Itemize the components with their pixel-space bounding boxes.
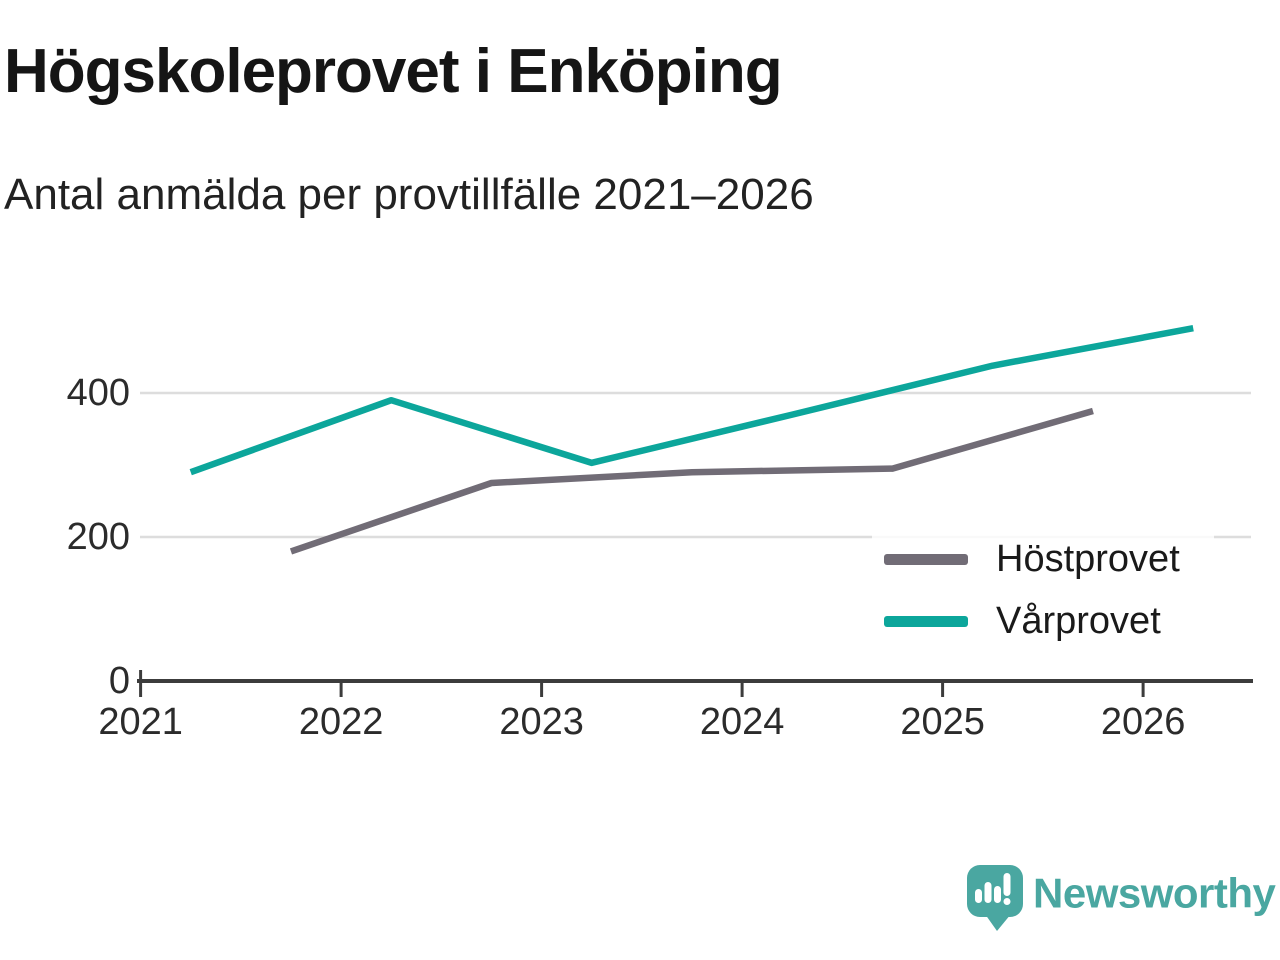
newsworthy-branding: Newsworthy — [958, 852, 1280, 944]
newsworthy-wordmark: Newsworthy — [1033, 870, 1277, 917]
series-line-vrprovet — [189, 325, 1194, 476]
y-axis-tick-label: 400 — [67, 372, 130, 414]
x-axis-tick-label: 2022 — [299, 701, 384, 743]
x-axis-tick-label: 2025 — [900, 701, 985, 743]
y-axis-tick-label: 0 — [109, 660, 130, 702]
legend-item-varprovet: Vårprovet — [872, 592, 1214, 650]
page-subtitle: Antal anmälda per provtillfälle 2021–202… — [4, 170, 814, 219]
x-axis-tick-label: 2026 — [1101, 701, 1186, 743]
x-axis-tick-label: 2021 — [98, 701, 183, 743]
legend-label: Höstprovet — [996, 538, 1180, 580]
speech-bubble-bar-chart-icon — [967, 865, 1023, 931]
legend-label: Vårprovet — [996, 600, 1161, 642]
legend-item-hostprovet: Höstprovet — [872, 530, 1214, 588]
x-axis-tick-label: 2024 — [700, 701, 785, 743]
series-line-hstprovet — [289, 407, 1094, 555]
page-title: Högskoleprovet i Enköping — [4, 37, 783, 106]
x-axis-tick-label: 2023 — [499, 701, 584, 743]
chart-legend: Höstprovet Vårprovet — [872, 528, 1214, 652]
varprovet-line-swatch — [884, 615, 968, 627]
newsworthy-logo: Newsworthy — [967, 865, 1277, 931]
hostprovet-line-swatch — [884, 553, 968, 565]
y-axis-tick-label: 200 — [67, 516, 130, 558]
